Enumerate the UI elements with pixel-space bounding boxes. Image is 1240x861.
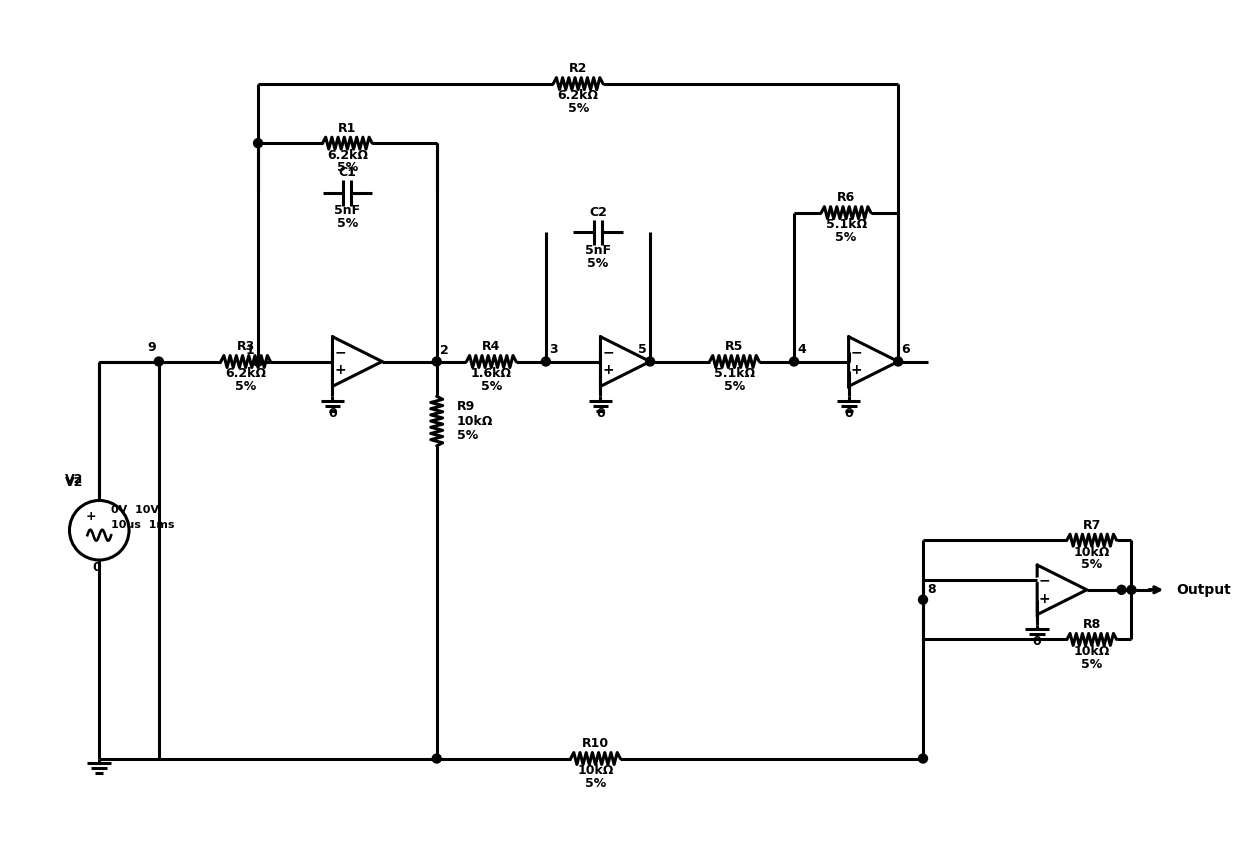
Text: R9: R9 — [456, 400, 475, 412]
Text: R7: R7 — [1083, 519, 1101, 532]
Text: 0: 0 — [1033, 635, 1042, 648]
Circle shape — [433, 754, 441, 763]
Text: 0: 0 — [329, 406, 337, 419]
Text: +: + — [851, 363, 862, 377]
Text: −: − — [1039, 574, 1050, 588]
Text: 10kΩ: 10kΩ — [1074, 645, 1110, 658]
Text: 10kΩ: 10kΩ — [456, 414, 494, 428]
Circle shape — [790, 357, 799, 366]
Text: Output: Output — [1176, 583, 1231, 597]
Text: 8: 8 — [928, 583, 936, 596]
Text: −: − — [603, 345, 614, 360]
Text: −: − — [334, 345, 346, 360]
Text: R2: R2 — [569, 62, 588, 75]
Text: 5%: 5% — [724, 380, 745, 393]
Text: 0: 0 — [596, 406, 605, 419]
Text: 5%: 5% — [588, 257, 609, 269]
Text: 5nF: 5nF — [585, 244, 611, 257]
Circle shape — [542, 357, 551, 366]
Text: 1: 1 — [246, 344, 254, 356]
Text: 5%: 5% — [836, 231, 857, 244]
Text: 5%: 5% — [337, 217, 358, 230]
Text: R6: R6 — [837, 191, 856, 204]
Text: 6.2kΩ: 6.2kΩ — [558, 89, 599, 102]
Text: 5%: 5% — [456, 430, 477, 443]
Text: 6.2kΩ: 6.2kΩ — [226, 367, 267, 380]
Circle shape — [154, 357, 164, 366]
Circle shape — [919, 595, 928, 604]
Text: 5nF: 5nF — [335, 204, 361, 217]
Circle shape — [894, 357, 903, 366]
Text: R8: R8 — [1083, 618, 1101, 631]
Text: C1: C1 — [339, 166, 356, 179]
Circle shape — [919, 754, 928, 763]
Text: 6.2kΩ: 6.2kΩ — [327, 149, 368, 162]
Text: R1: R1 — [339, 121, 357, 135]
Text: +: + — [1039, 592, 1050, 606]
Circle shape — [254, 139, 263, 147]
Text: R5: R5 — [725, 340, 744, 353]
Text: 5%: 5% — [568, 102, 589, 115]
Text: 0: 0 — [92, 561, 100, 574]
Text: R10: R10 — [582, 737, 609, 750]
Text: 5.1kΩ: 5.1kΩ — [714, 367, 755, 380]
Text: 4: 4 — [797, 343, 806, 356]
Text: V2: V2 — [66, 473, 83, 486]
Text: 5: 5 — [639, 343, 647, 356]
Text: 9: 9 — [148, 341, 156, 354]
Text: 10us  1ms: 10us 1ms — [112, 520, 175, 530]
Text: 2: 2 — [440, 344, 449, 356]
Text: 5%: 5% — [236, 380, 257, 393]
Text: V2: V2 — [66, 475, 83, 488]
Text: −: − — [851, 345, 862, 360]
Text: 0V  10V: 0V 10V — [112, 505, 159, 516]
Text: 10kΩ: 10kΩ — [1074, 546, 1110, 559]
Text: R4: R4 — [482, 340, 501, 353]
Text: +: + — [86, 510, 97, 523]
Text: 0: 0 — [844, 406, 853, 419]
Circle shape — [1117, 585, 1126, 594]
Text: 10kΩ: 10kΩ — [578, 764, 614, 777]
Text: 5%: 5% — [585, 777, 606, 790]
Text: 3: 3 — [549, 343, 558, 356]
Text: 6: 6 — [901, 343, 910, 356]
Text: 5%: 5% — [481, 380, 502, 393]
Text: 5%: 5% — [337, 162, 358, 175]
Text: +: + — [334, 363, 346, 377]
Text: 1.6kΩ: 1.6kΩ — [471, 367, 512, 380]
Circle shape — [1127, 585, 1136, 594]
Text: R3: R3 — [237, 340, 254, 353]
Text: C2: C2 — [589, 206, 606, 220]
Circle shape — [254, 357, 263, 366]
Text: 5.1kΩ: 5.1kΩ — [826, 218, 867, 231]
Circle shape — [254, 357, 263, 366]
Text: 5%: 5% — [1081, 559, 1102, 572]
Text: +: + — [603, 363, 614, 377]
Circle shape — [646, 357, 655, 366]
Text: 5%: 5% — [1081, 658, 1102, 671]
Circle shape — [433, 357, 441, 366]
